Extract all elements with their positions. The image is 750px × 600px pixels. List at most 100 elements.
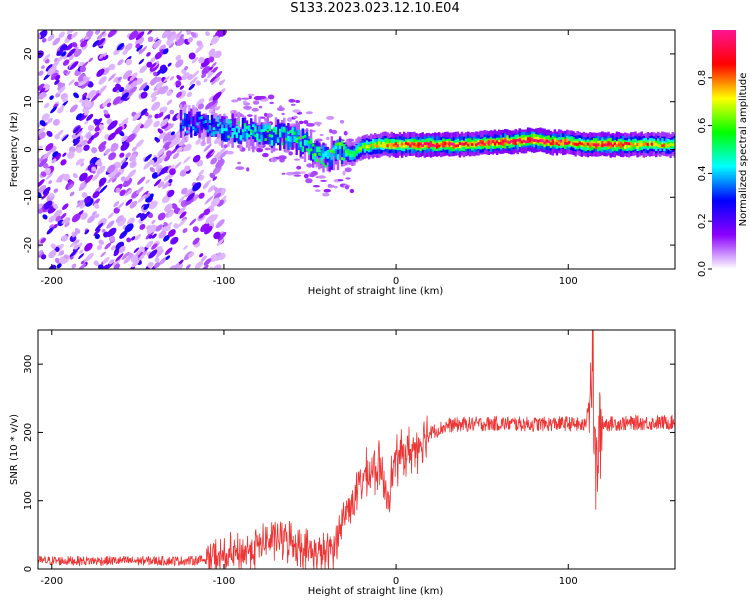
ridge-cell <box>590 142 594 146</box>
noise-blob <box>38 127 46 136</box>
ridge-cell <box>260 135 263 141</box>
ridge-cell <box>289 136 292 148</box>
ridge-cell <box>190 117 193 121</box>
ridge-cell <box>295 139 298 156</box>
noise-blob <box>54 79 60 85</box>
noise-blob <box>84 242 93 252</box>
ridge-cell <box>609 142 612 149</box>
ridge-cell <box>225 131 228 142</box>
ridge-cell <box>357 148 360 152</box>
ridge-cell <box>328 149 331 153</box>
ridge-cell <box>510 139 513 143</box>
ridge-cell <box>186 130 189 134</box>
ridge-cell <box>345 149 348 153</box>
noise-blob <box>124 43 133 52</box>
ridge-cell <box>248 125 251 131</box>
ridge-cell <box>386 140 389 147</box>
noise-blob <box>161 225 168 232</box>
noise-blob <box>139 82 148 91</box>
noise-blob <box>157 181 165 188</box>
ridge-cell <box>597 143 600 147</box>
spectrogram-y-axis-label: Frequency (Hz) <box>9 112 20 188</box>
ridge-cell <box>223 119 226 125</box>
noise-blob <box>91 211 97 217</box>
ridge-cell <box>235 125 238 129</box>
ridge-cell <box>316 159 319 163</box>
ridge-cell <box>262 123 265 130</box>
noise-blob <box>67 183 74 190</box>
noise-blob <box>192 182 202 192</box>
ridge-cell <box>212 131 216 138</box>
ridge-cell <box>491 140 495 147</box>
noise-blob <box>175 263 183 269</box>
ridge-cell <box>281 126 284 133</box>
colorbar-gradient <box>712 30 736 269</box>
noise-blob <box>112 96 122 105</box>
ridge-cell <box>305 148 309 152</box>
ridge-cell <box>200 116 203 119</box>
ridge-cell <box>559 139 563 143</box>
noise-blob <box>108 120 118 130</box>
ridge-cell <box>252 130 255 136</box>
ridge-cell <box>340 140 344 147</box>
noise-blob <box>326 136 330 141</box>
figure-title: S133.2023.023.12.10.E04 <box>290 1 460 16</box>
noise-blob <box>198 169 205 176</box>
noise-blob <box>100 251 106 258</box>
ridge-cell <box>324 150 327 166</box>
noise-blob <box>160 154 167 161</box>
ridge-cell <box>566 138 569 144</box>
noise-blob <box>215 154 222 161</box>
ridge-cell <box>601 141 604 147</box>
noise-blob <box>213 186 220 193</box>
noise-blob <box>147 30 154 35</box>
noise-blob <box>184 143 192 152</box>
ridge-cell <box>214 131 218 134</box>
noise-blob <box>191 56 199 64</box>
ridge-cell <box>266 129 269 145</box>
ridge-cell <box>442 144 445 148</box>
ridge-cell <box>409 144 412 148</box>
noise-blob <box>179 211 187 219</box>
noise-blob <box>330 129 338 135</box>
noise-blob <box>243 105 252 110</box>
noise-blob <box>305 178 313 184</box>
noise-blob <box>169 33 178 42</box>
noise-blob <box>147 114 153 120</box>
noise-blob <box>111 142 117 149</box>
noise-blob <box>154 257 160 263</box>
noise-blob <box>79 158 85 164</box>
ridge-cell <box>433 144 437 148</box>
noise-blob <box>124 189 133 197</box>
noise-blob <box>299 171 306 174</box>
ridge-cell <box>648 142 652 146</box>
noise-blob <box>88 57 93 63</box>
noise-blob <box>188 251 195 258</box>
ridge-cell <box>303 139 307 146</box>
ridge-cell <box>374 144 377 148</box>
ridge-cell <box>628 142 631 146</box>
ridge-cell <box>194 129 197 136</box>
noise-blob <box>305 111 313 115</box>
noise-blob <box>113 207 120 214</box>
ridge-cell <box>309 145 313 161</box>
ridge-cell <box>599 144 602 148</box>
noise-blob <box>103 109 109 115</box>
ridge-cell <box>285 128 288 139</box>
noise-blob <box>152 39 162 49</box>
noise-blob <box>173 161 182 170</box>
ridge-cell <box>330 149 333 153</box>
ridge-cell <box>376 141 379 148</box>
ridge-cell <box>417 143 420 147</box>
ridge-cell <box>671 143 674 147</box>
noise-blob <box>320 179 328 182</box>
noise-blob <box>78 182 88 191</box>
noise-blob <box>38 236 45 244</box>
snr-series-line <box>38 330 675 569</box>
ridge-cell <box>460 142 464 146</box>
noise-blob <box>176 91 183 98</box>
noise-blob <box>137 194 147 203</box>
ridge-cell <box>307 140 311 144</box>
ridge-cell <box>498 142 501 145</box>
